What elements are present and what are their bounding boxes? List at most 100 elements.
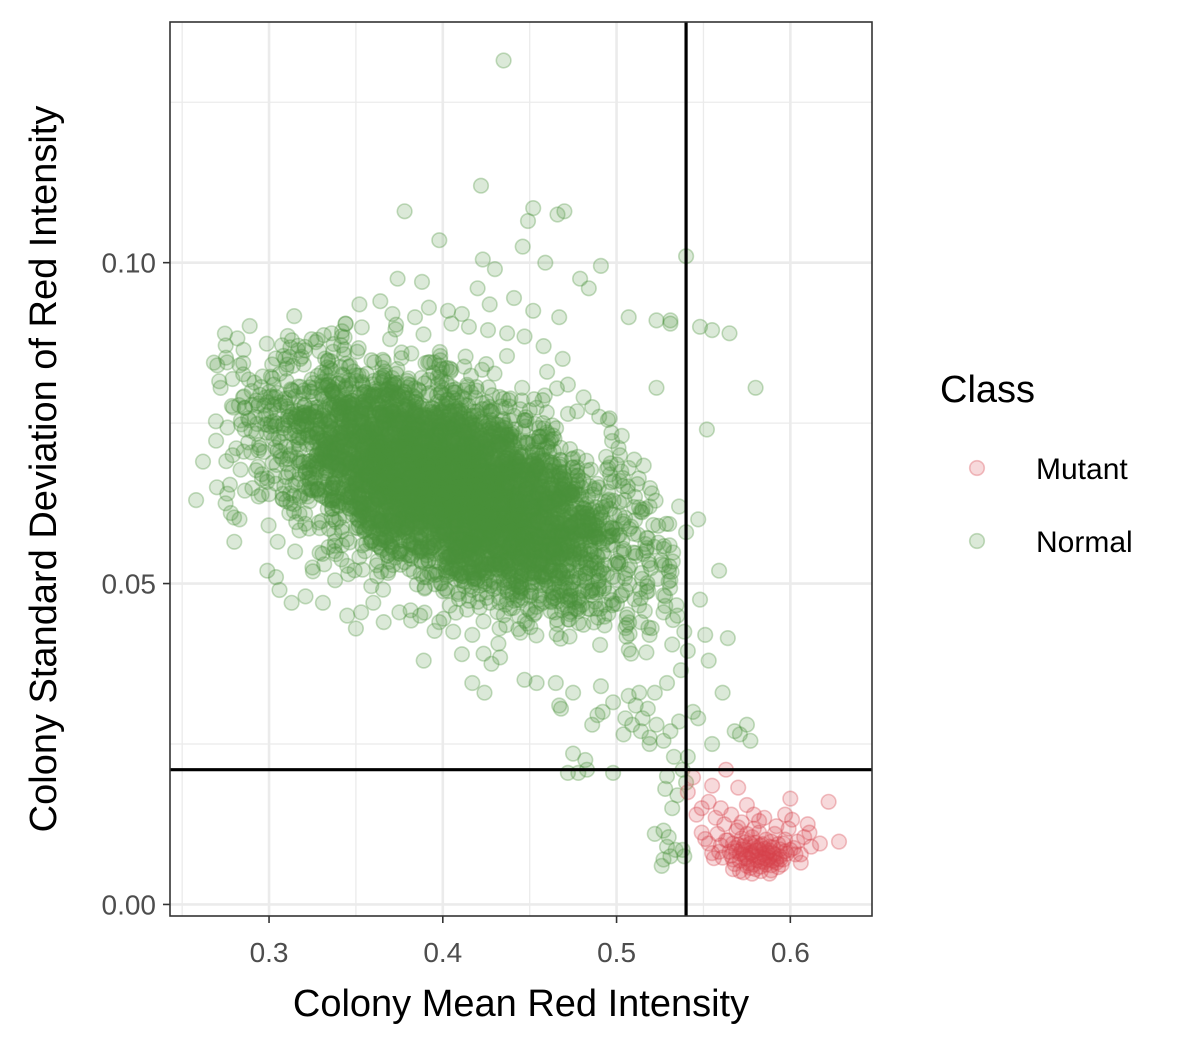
point-normal (435, 453, 452, 470)
point-normal (247, 392, 265, 409)
point-normal (417, 463, 435, 480)
plot-panel (169, 21, 873, 917)
point-normal (445, 516, 462, 533)
point-normal (448, 533, 465, 551)
point-normal (420, 456, 438, 473)
point-normal (491, 594, 508, 611)
point-normal (359, 444, 376, 461)
minor-gridlines (170, 22, 872, 916)
point-normal (355, 477, 373, 494)
point-normal (446, 475, 463, 493)
point-normal (396, 465, 413, 482)
point-normal (325, 397, 342, 414)
point-normal (269, 442, 286, 459)
point-normal (371, 512, 389, 530)
point-normal (516, 484, 534, 501)
point-normal (343, 441, 360, 458)
point-normal (407, 489, 424, 506)
point-normal (289, 449, 306, 466)
point-normal (352, 475, 369, 492)
point-normal (241, 317, 258, 335)
point-normal (504, 544, 522, 561)
point-normal (403, 441, 420, 458)
series-normal-points (188, 52, 764, 875)
point-normal (482, 402, 499, 420)
point-normal (394, 517, 411, 534)
point-normal (446, 426, 463, 443)
point-normal (447, 531, 465, 548)
point-normal (614, 470, 632, 487)
point-normal (421, 384, 438, 402)
point-normal (409, 453, 426, 470)
point-normal (429, 443, 446, 460)
point-normal (274, 490, 291, 508)
point-normal (488, 466, 505, 483)
point-normal (482, 411, 500, 429)
point-normal (208, 432, 225, 449)
point-normal (341, 416, 358, 433)
point-normal (236, 399, 253, 417)
point-normal (381, 414, 398, 431)
point-normal (341, 534, 358, 551)
point-normal (532, 495, 549, 512)
point-normal (513, 530, 530, 548)
point-normal (485, 518, 503, 536)
point-normal (452, 480, 470, 498)
point-normal (388, 441, 405, 458)
point-normal (547, 589, 564, 606)
point-normal (521, 588, 538, 605)
point-normal (389, 490, 406, 507)
point-normal (586, 482, 603, 499)
point-normal (464, 480, 482, 497)
point-normal (495, 607, 512, 624)
point-normal (447, 500, 464, 517)
point-normal (435, 464, 452, 481)
point-normal (406, 429, 423, 446)
point-normal (346, 562, 363, 579)
point-normal (464, 466, 481, 483)
point-normal (442, 363, 459, 380)
point-normal (359, 446, 376, 464)
point-normal (282, 446, 299, 463)
point-normal (500, 466, 517, 483)
point-normal (369, 510, 386, 528)
point-normal (382, 537, 399, 554)
point-normal (397, 453, 415, 470)
point-normal (395, 487, 412, 504)
point-normal (527, 546, 544, 564)
point-normal (591, 579, 608, 596)
point-normal (533, 567, 550, 585)
point-normal (445, 481, 462, 498)
point-normal (460, 419, 478, 436)
point-normal (207, 413, 224, 430)
point-normal (482, 497, 499, 514)
point-normal (393, 468, 410, 485)
point-normal (465, 562, 483, 579)
point-normal (565, 573, 582, 591)
point-normal (494, 504, 511, 522)
point-normal (507, 489, 525, 506)
point-normal (331, 493, 348, 511)
point-normal (318, 410, 335, 428)
point-normal (299, 470, 316, 487)
point-normal (381, 527, 399, 544)
point-normal (464, 457, 481, 475)
point-normal (380, 562, 397, 579)
point-normal (265, 430, 282, 448)
point-normal (488, 542, 505, 560)
point-normal (585, 614, 602, 631)
point-normal (457, 530, 474, 547)
point-normal (243, 422, 260, 440)
panel-background (170, 22, 872, 916)
point-normal (596, 596, 614, 613)
point-normal (501, 430, 518, 447)
point-normal (490, 503, 507, 520)
point-normal (524, 511, 541, 529)
point-normal (500, 493, 517, 511)
point-normal (506, 517, 523, 534)
point-normal (327, 468, 344, 485)
point-normal (374, 461, 391, 479)
point-normal (446, 518, 463, 535)
point-normal (350, 340, 367, 357)
point-normal (560, 556, 578, 573)
